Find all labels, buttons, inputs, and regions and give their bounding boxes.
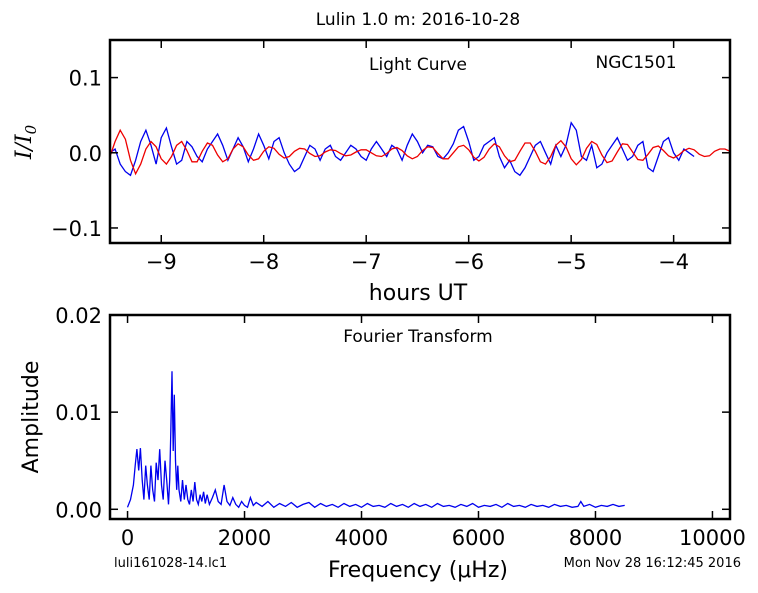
fourier-x-tick-label: 4000 (335, 526, 388, 550)
fourier-y-tick-label: 0.00 (55, 498, 102, 522)
fourier-x-axis-label: Frequency (μHz) (328, 558, 508, 583)
object-name-label: NGC1501 (595, 53, 676, 73)
fourier-x-tick-label: 10000 (679, 526, 746, 550)
fourier-y-tick-label: 0.02 (55, 304, 102, 328)
light-curve-annotation: Light Curve (369, 55, 467, 75)
fourier-transform-panel: 0 2000 4000 6000 8000 10000 0.00 0.01 0.02 Fouri… (19, 304, 746, 583)
light-curve-y-tick-label: 0.0 (69, 142, 102, 166)
footer-timestamp: Mon Nov 28 16:12:45 2016 (564, 556, 741, 571)
fourier-spectrum-line (126, 371, 625, 509)
light-curve-y-tick-label: −0.1 (51, 217, 102, 241)
light-curve-x-tick-label: −8 (248, 250, 279, 274)
fourier-y-axis-label: Amplitude (19, 361, 44, 474)
fourier-x-tick-label: 2000 (218, 526, 271, 550)
fourier-transform-annotation: Fourier Transform (343, 327, 492, 347)
y-axis-label-main: I/I (12, 133, 37, 160)
light-curve-x-tick-label: −7 (351, 250, 382, 274)
y-axis-label-subscript: 0 (22, 124, 40, 134)
light-curve-panel: −9 −8 −7 −6 −5 −4 −0.1 0.0 0.1 Light Curve NGC15… (12, 38, 732, 306)
light-curve-x-axis-label: hours UT (369, 281, 468, 306)
light-curve-x-tick-label: −6 (453, 250, 484, 274)
light-curve-x-tick-label: −5 (556, 250, 587, 274)
light-curve-y-tick-label: 0.1 (69, 67, 102, 91)
fourier-transform-frame (108, 313, 732, 521)
fourier-x-tick-label: 0 (121, 526, 134, 550)
light-curve-data-line (109, 121, 695, 177)
footer-filename: luli161028-14.lc1 (114, 556, 227, 571)
light-curve-x-tick-label: −4 (658, 250, 689, 274)
fourier-y-tick-label: 0.01 (55, 401, 102, 425)
light-curve-frame (108, 38, 732, 245)
light-curve-x-tick-label: −9 (146, 250, 177, 274)
figure-title: Lulin 1.0 m: 2016-10-28 (316, 10, 521, 30)
fourier-x-tick-label: 6000 (452, 526, 505, 550)
light-curve-y-axis-label: I/I0 (12, 124, 40, 160)
light-curve-fit-line (109, 128, 731, 176)
fourier-x-tick-label: 8000 (569, 526, 622, 550)
